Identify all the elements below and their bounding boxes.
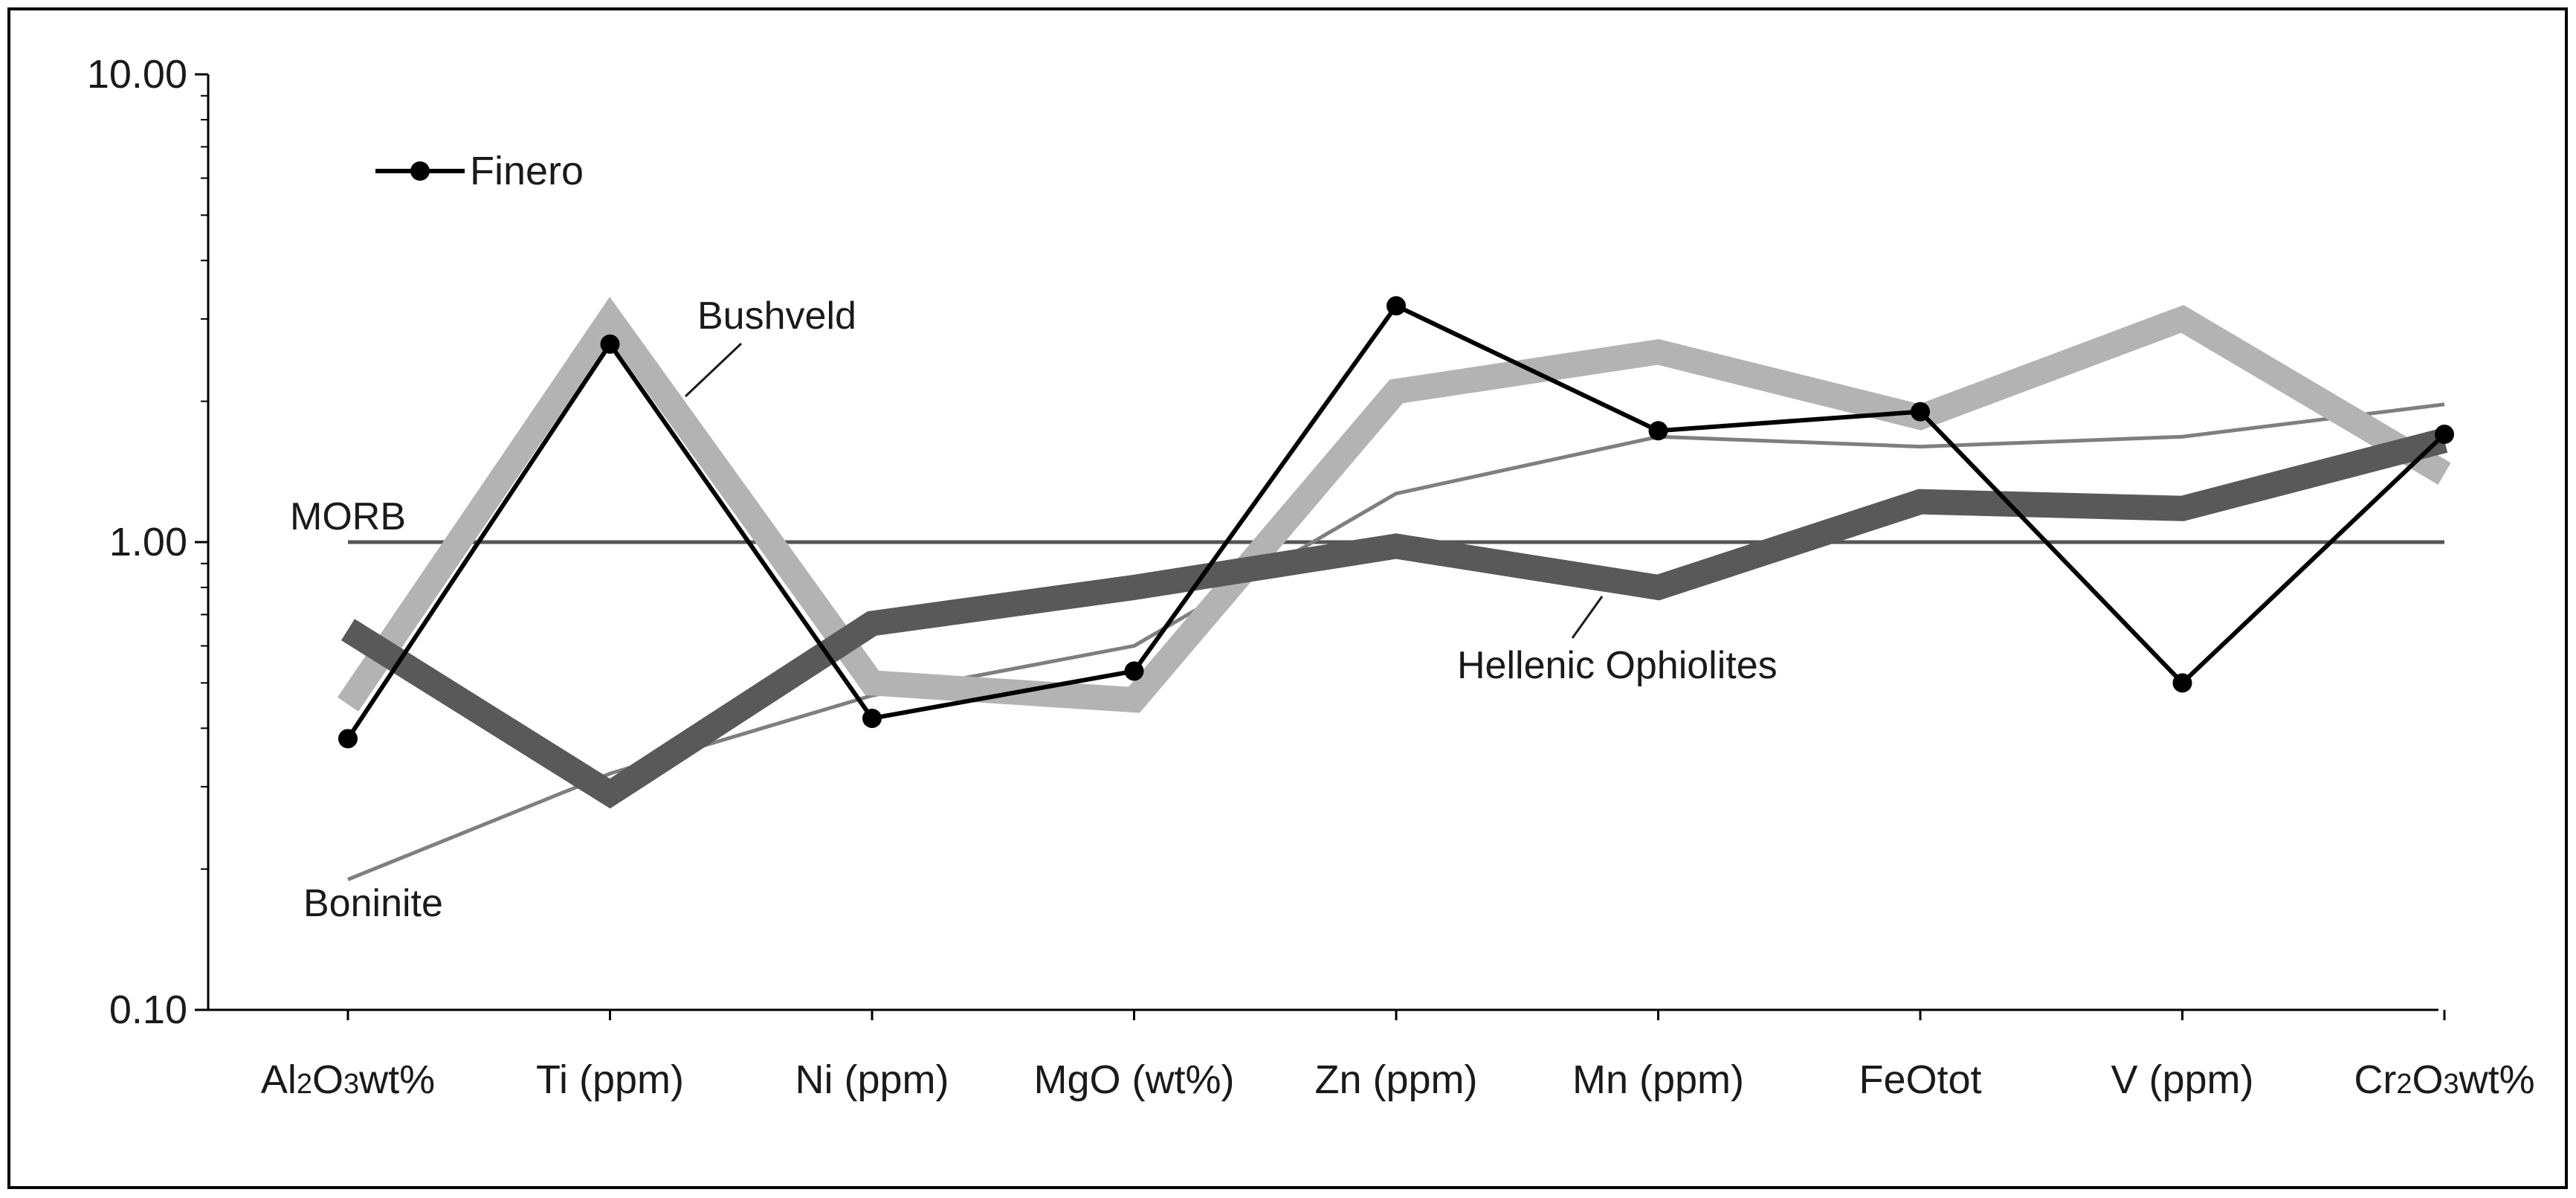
x-tick-label-ni-ppm: Ni (ppm) <box>795 1057 949 1102</box>
legend: Finero <box>375 149 584 193</box>
annotation-boninite-label: Boninite <box>303 882 443 925</box>
annotation-hellenic-ophiolites-label: Hellenic Ophiolites <box>1457 644 1778 687</box>
x-tick-label-mgo-wt: MgO (wt%) <box>1034 1057 1235 1102</box>
series-finero-point-7 <box>2172 673 2192 693</box>
legend-finero-label: Finero <box>470 149 584 193</box>
x-tick-label-cr2o3wt: Cr2O3wt% <box>2354 1057 2534 1102</box>
series-finero-point-4 <box>1387 296 1406 316</box>
y-tick-label-0: 0.10 <box>109 988 187 1032</box>
legend-finero-marker <box>410 161 430 181</box>
series-finero-point-5 <box>1648 421 1668 441</box>
annotation-hellenic-ophiolites: Hellenic Ophiolites <box>1457 596 1778 687</box>
x-tick-label-zn-ppm: Zn (ppm) <box>1314 1057 1477 1102</box>
series-layer <box>337 296 2454 881</box>
y-tick-label-2: 10.00 <box>87 52 187 97</box>
series-finero-point-1 <box>600 334 620 354</box>
series-finero <box>338 296 2454 749</box>
series-bushveld <box>337 297 2451 713</box>
x-tick-label-ti-ppm: Ti (ppm) <box>536 1057 684 1102</box>
annotation-hellenic-ophiolites-leader <box>1571 596 1604 639</box>
annotation-bushveld-leader <box>684 342 743 398</box>
series-finero-point-0 <box>338 729 358 749</box>
y-axis-ticks: 0.10 1.00 10.00 <box>87 52 208 1032</box>
x-tick-label-mn-ppm: Mn (ppm) <box>1572 1057 1744 1102</box>
annotation-morb-label: MORB <box>290 495 406 538</box>
series-finero-point-6 <box>1911 402 1930 422</box>
annotation-bushveld-label: Bushveld <box>697 294 856 338</box>
series-finero-point-2 <box>862 708 882 728</box>
x-axis-ticks: Al2O3wt% Ti (ppm) Ni (ppm) MgO (wt%) Zn (ppm… <box>261 1010 2535 1102</box>
y-tick-label-1: 1.00 <box>109 520 187 564</box>
series-finero-point-3 <box>1124 661 1144 681</box>
x-tick-label-al2o3wt: Al2O3wt% <box>261 1057 435 1102</box>
annotation-bushveld: Bushveld <box>684 294 856 398</box>
series-finero-point-8 <box>2435 425 2454 445</box>
x-tick-label-feotot: FeOtot <box>1859 1057 1981 1102</box>
x-tick-label-v-ppm: V (ppm) <box>2111 1057 2253 1102</box>
